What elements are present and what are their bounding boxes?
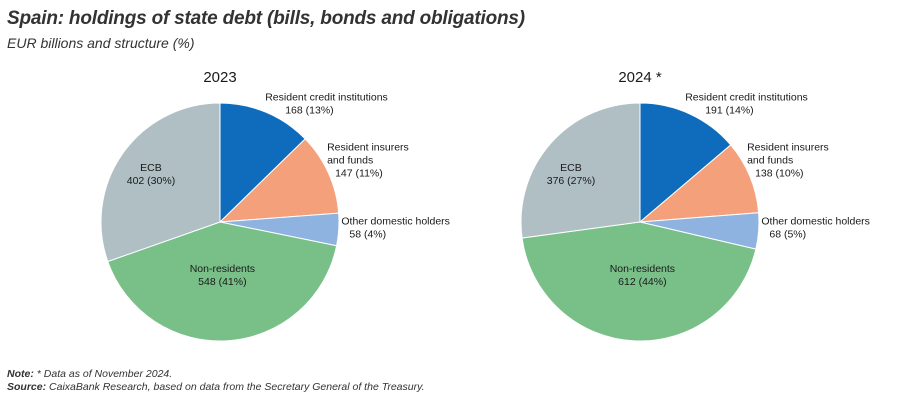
pie-1-label-resident-credit-institutions: Resident credit institutions 168 (13%) [265, 92, 388, 117]
pie-1-slice-ecb [100, 102, 221, 263]
chart-title: Spain: holdings of state debt (bills, bo… [7, 8, 525, 29]
pie-2-title: 2024 * [618, 69, 662, 86]
source-text: CaixaBank Research, based on data from t… [49, 381, 425, 393]
pie-1-label-resident-insurers-and-funds: Resident insurers and funds 147 (11%) [327, 142, 409, 180]
pie-1-title: 2023 [203, 69, 236, 86]
pie-2-label-resident-insurers-and-funds: Resident insurers and funds 138 (10%) [747, 142, 829, 180]
pie-2-slice-resident-insurers-and-funds [638, 144, 760, 223]
pie-2-label-resident-credit-institutions: Resident credit institutions 191 (14%) [685, 92, 808, 117]
pie-1-slice-resident-insurers-and-funds [218, 138, 340, 223]
pie-2-slice-ecb [520, 102, 641, 239]
pie-2: 2024 * Resident credit institutions 191 (1… [520, 69, 870, 342]
note-text: * Data as of November 2024. [36, 368, 173, 380]
pie-2-slice-non-residents [521, 221, 757, 342]
note-label: Note: [7, 368, 34, 380]
pie-1-slice-resident-credit-institutions [219, 102, 306, 224]
pie-1-label-other-domestic-holders: Other domestic holders 58 (4%) [341, 215, 450, 240]
pie-2-label-other-domestic-holders: Other domestic holders 68 (5%) [761, 215, 870, 240]
chart-subtitle: EUR billions and structure (%) [7, 35, 195, 51]
pie-2-label-ecb: ECB 376 (27%) [547, 162, 595, 187]
pie-1-label-non-residents: Non-residents 548 (41%) [190, 263, 255, 288]
pie-2-label-non-residents: Non-residents 612 (44%) [610, 263, 675, 288]
source-line: Source: CaixaBank Research, based on dat… [7, 381, 424, 394]
pie-2-slice-resident-credit-institutions [639, 102, 732, 224]
pie-1-slice-non-residents [107, 221, 338, 342]
pie-1-label-ecb: ECB 402 (30%) [127, 162, 175, 187]
pie-1: 2023 Resident credit institutions 168 (13%… [100, 69, 450, 342]
chart-notes: Note: * Data as of November 2024. Source… [7, 368, 424, 394]
note-line: Note: * Data as of November 2024. [7, 368, 424, 381]
source-label: Source: [7, 381, 47, 393]
